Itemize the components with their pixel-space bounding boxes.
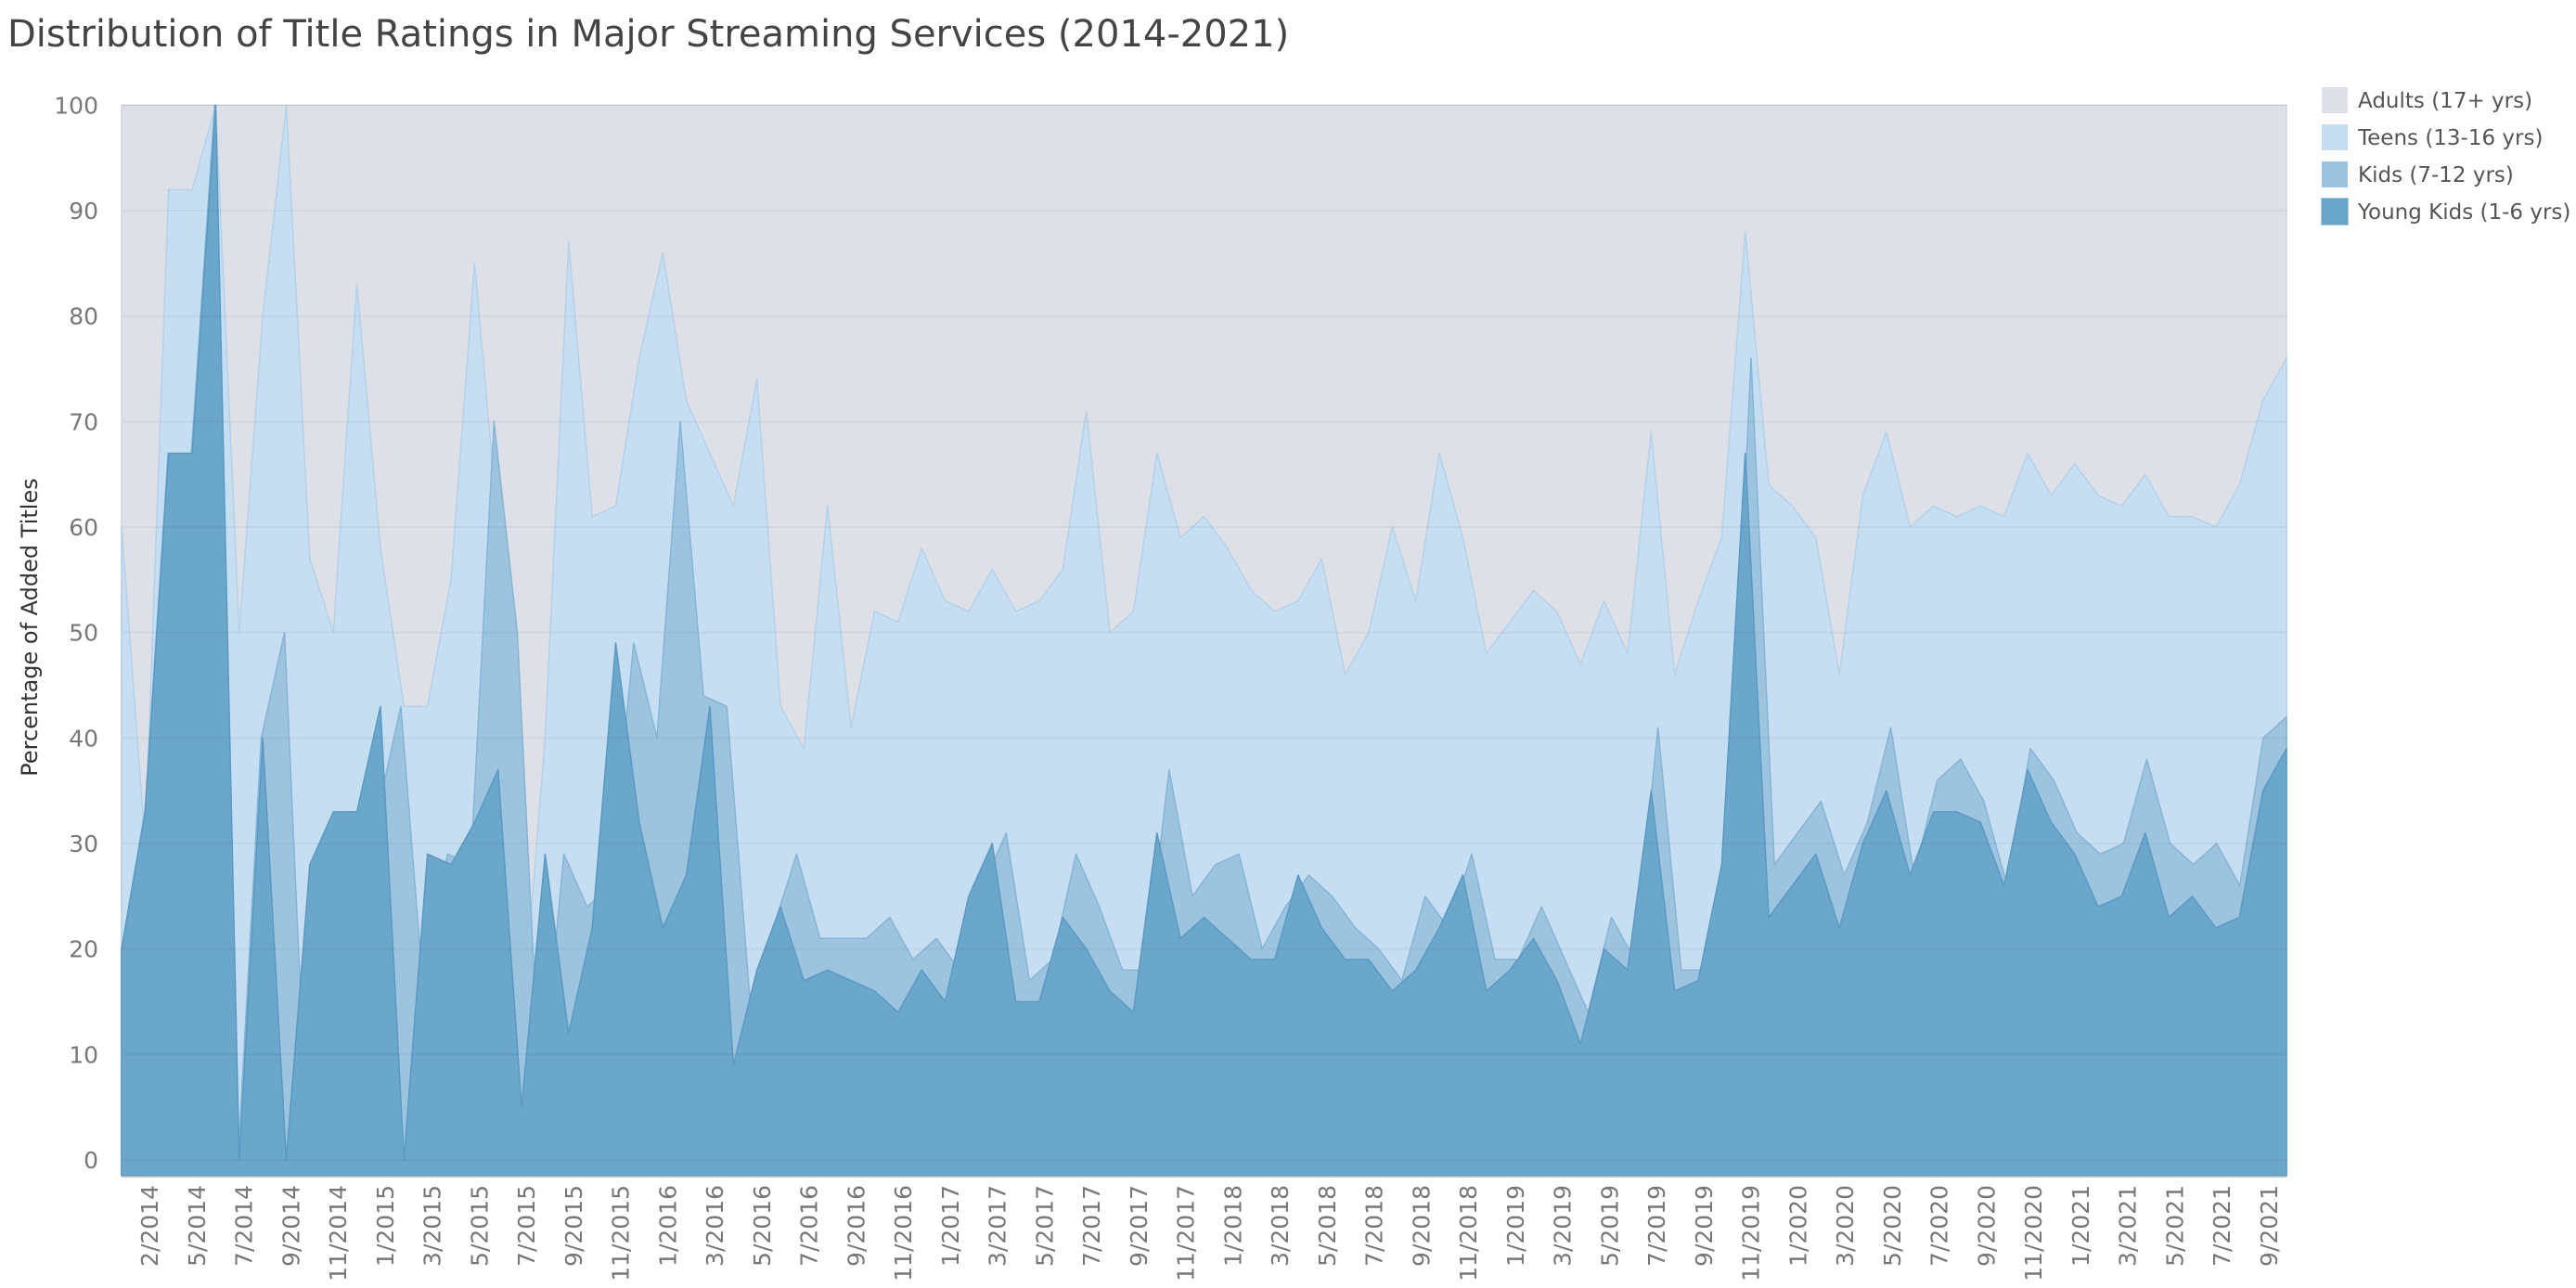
x-tick-label: 9/2021 [2256, 1185, 2283, 1267]
x-tick-label: 5/2021 [2162, 1185, 2189, 1267]
x-tick-label: 7/2015 [513, 1185, 540, 1267]
x-tick-label: 7/2018 [1361, 1185, 1388, 1267]
x-tick-label: 9/2018 [1408, 1185, 1435, 1267]
x-tick-label: 7/2021 [2209, 1185, 2235, 1267]
x-tick-label: 9/2019 [1691, 1185, 1718, 1267]
x-tick-label: 11/2014 [325, 1185, 352, 1282]
legend-swatch [2322, 124, 2348, 150]
x-tick-label: 1/2016 [654, 1185, 681, 1267]
x-tick-label: 5/2018 [1314, 1185, 1341, 1267]
x-tick-label: 7/2016 [796, 1185, 823, 1267]
x-tick-label: 9/2017 [1126, 1185, 1153, 1267]
y-tick-label: 30 [69, 831, 98, 857]
legend-swatch [2322, 87, 2348, 113]
legend-swatch [2321, 198, 2349, 225]
x-tick-label: 9/2014 [277, 1185, 304, 1267]
x-tick-label: 11/2017 [1173, 1185, 1200, 1282]
x-tick-label: 2/2014 [136, 1185, 163, 1267]
x-tick-label: 9/2020 [1974, 1185, 2001, 1267]
x-tick-label: 3/2021 [2115, 1185, 2142, 1267]
y-axis-title: Percentage of Added Titles [17, 478, 43, 776]
x-tick-label: 11/2020 [2020, 1185, 2047, 1282]
x-tick-label: 1/2018 [1219, 1185, 1246, 1267]
y-tick-label: 60 [69, 514, 98, 541]
y-tick-label: 20 [69, 936, 98, 963]
x-tick-label: 7/2017 [1078, 1185, 1105, 1267]
x-tick-label: 3/2019 [1550, 1185, 1577, 1267]
y-tick-label: 40 [69, 725, 98, 752]
x-tick-label: 3/2015 [419, 1185, 446, 1267]
legend-item-label: Kids (7-12 yrs) [2358, 163, 2514, 187]
axes: 0 10 20 30 40 50 60 70 80 90 100 2/2014 5/2014 7/2014… [54, 92, 2286, 1282]
x-tick-label: 11/2019 [1738, 1185, 1765, 1282]
y-tick-label: 90 [69, 198, 98, 225]
x-tick-label: 5/2015 [466, 1185, 493, 1267]
x-tick-label: 5/2019 [1596, 1185, 1623, 1267]
legend-swatch [2322, 161, 2348, 187]
x-tick-label: 5/2017 [1031, 1185, 1058, 1267]
legend: Adults (17+ yrs) Teens (13-16 yrs) Kids (7… [2321, 87, 2570, 225]
x-tick-label: 1/2020 [1784, 1185, 1811, 1267]
x-tick-label: 1/2021 [2067, 1185, 2094, 1267]
x-tick-label: 3/2020 [1832, 1185, 1859, 1267]
chart-title: Distribution of Title Ratings in Major S… [7, 13, 1290, 56]
x-tick-label: 11/2018 [1455, 1185, 1482, 1282]
x-tick-label: 9/2015 [560, 1185, 587, 1267]
y-tick-label: 50 [69, 620, 98, 647]
x-tick-label: 11/2016 [890, 1185, 917, 1282]
x-tick-label: 7/2020 [1926, 1185, 1953, 1267]
x-tick-label: 1/2017 [937, 1185, 964, 1267]
x-tick-label: 5/2014 [184, 1185, 211, 1267]
x-tick-label: 9/2016 [843, 1185, 869, 1267]
x-tick-label: 5/2016 [749, 1185, 776, 1267]
x-tick-label: 7/2014 [231, 1185, 258, 1267]
x-tick-label: 3/2016 [702, 1185, 728, 1267]
x-tick-label: 1/2015 [372, 1185, 399, 1267]
x-tick-label: 1/2019 [1502, 1185, 1529, 1267]
area-young-kids-1-6-yrs [121, 104, 2287, 1177]
y-tick-label: 80 [69, 303, 98, 330]
area-series [121, 104, 2287, 1177]
y-tick-label: 10 [69, 1041, 98, 1068]
x-tick-label: 7/2019 [1643, 1185, 1670, 1267]
legend-item-label: Young Kids (1-6 yrs) [2357, 200, 2570, 225]
y-tick-label: 100 [54, 92, 98, 119]
y-tick-label: 70 [69, 408, 98, 435]
legend-item-label: Adults (17+ yrs) [2358, 89, 2532, 113]
x-tick-label: 3/2018 [1267, 1185, 1294, 1267]
legend-item-label: Teens (13-16 yrs) [2357, 126, 2543, 150]
y-tick-label: 0 [84, 1147, 98, 1174]
x-tick-label: 3/2017 [985, 1185, 1011, 1267]
x-tick-label: 11/2015 [608, 1185, 635, 1282]
x-tick-label: 5/2020 [1879, 1185, 1906, 1267]
